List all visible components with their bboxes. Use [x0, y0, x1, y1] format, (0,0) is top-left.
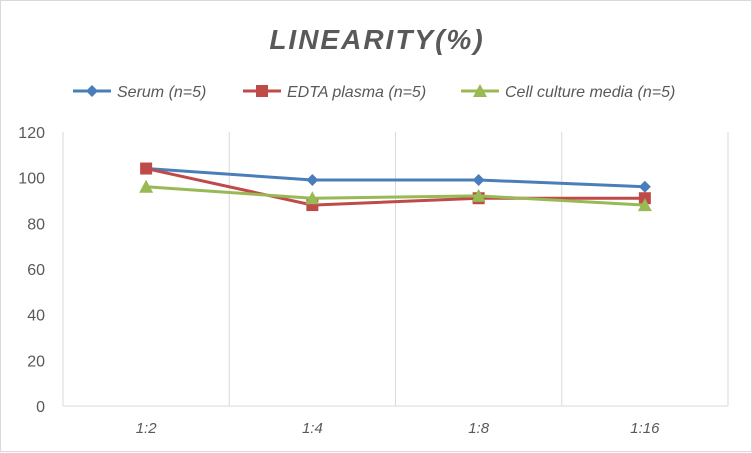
legend-label: EDTA plasma (n=5): [287, 84, 426, 101]
data-point: [140, 162, 153, 175]
legend-label: Serum (n=5): [117, 84, 206, 101]
series-line: [145, 167, 645, 207]
y-tick-label: 120: [18, 125, 45, 142]
y-tick-label: 80: [27, 216, 45, 233]
x-tick-label: 1:8: [468, 420, 490, 437]
series-line: [146, 185, 645, 207]
y-tick-label: 40: [27, 308, 45, 325]
legend-marker: [86, 85, 98, 97]
y-tick-label: 0: [36, 399, 45, 416]
data-point: [306, 173, 319, 186]
data-point: [139, 179, 154, 193]
legend-marker: [256, 85, 268, 97]
y-tick-label: 100: [18, 171, 45, 188]
x-tick-label: 1:16: [630, 420, 660, 437]
data-point: [638, 180, 651, 193]
legend-marker: [473, 84, 487, 97]
y-tick-label: 20: [27, 353, 45, 370]
chart-title: LINEARITY(%): [269, 24, 484, 55]
y-tick-label: 60: [27, 262, 45, 279]
data-point: [472, 173, 485, 186]
data-point: [305, 191, 320, 205]
data-point: [637, 198, 652, 212]
data-point: [471, 188, 486, 202]
x-tick-label: 1:2: [136, 420, 158, 437]
legend-label: Cell culture media (n=5): [505, 84, 675, 101]
x-tick-label: 1:4: [302, 420, 323, 437]
series-line: [146, 167, 645, 189]
